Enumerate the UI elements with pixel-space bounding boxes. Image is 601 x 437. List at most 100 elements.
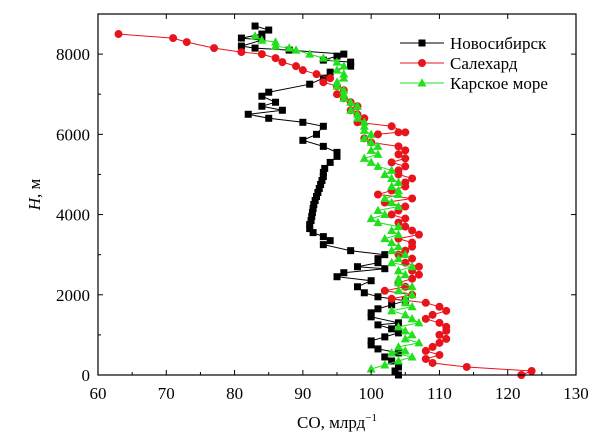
data-point [258, 92, 266, 100]
data-point [387, 237, 397, 247]
x-tick-label: 90 [294, 384, 311, 403]
data-point [367, 313, 375, 321]
data-point [299, 118, 307, 126]
data-point [367, 309, 375, 317]
data-point [407, 314, 417, 323]
data-point [326, 158, 334, 166]
data-point [317, 180, 325, 188]
data-point [319, 74, 327, 82]
data-point [387, 197, 397, 207]
data-point [421, 298, 430, 307]
x-tick-label: 130 [563, 384, 589, 403]
y-tick-label: 4000 [56, 206, 90, 225]
data-point [387, 348, 397, 357]
data-point [408, 174, 417, 183]
data-point [380, 169, 390, 178]
data-point [310, 201, 318, 209]
data-point [388, 357, 396, 365]
data-point [326, 74, 335, 83]
x-axis-title-main: CO, млрд [297, 413, 366, 432]
data-point [347, 62, 355, 70]
data-point [182, 38, 191, 47]
data-point [306, 221, 314, 229]
y-tick-label: 2000 [56, 286, 90, 305]
data-point [400, 293, 410, 303]
data-point [367, 337, 375, 345]
data-point [400, 269, 410, 279]
y-tick-label: 0 [82, 366, 91, 385]
data-point [421, 314, 430, 323]
data-point [435, 338, 444, 347]
data-point [250, 31, 260, 40]
data-point [414, 262, 423, 271]
data-point [381, 251, 389, 259]
data-point [114, 30, 123, 39]
data-point [393, 322, 403, 331]
data-point [527, 366, 536, 375]
data-point [393, 201, 403, 211]
x-tick-label: 60 [90, 384, 107, 403]
data-point [359, 117, 369, 126]
data-point [318, 176, 326, 184]
data-point [359, 133, 369, 142]
data-point [373, 217, 383, 227]
data-point [333, 273, 341, 281]
data-point [257, 50, 266, 59]
data-point [407, 352, 417, 361]
data-point [352, 101, 362, 110]
data-point [388, 325, 396, 333]
data-point [408, 238, 417, 247]
data-point [374, 255, 382, 263]
data-point [244, 110, 252, 118]
data-point [442, 306, 451, 315]
data-point [393, 253, 403, 263]
data-point [428, 342, 437, 351]
data-point [321, 164, 329, 172]
legend-marker [418, 39, 426, 47]
data-point [373, 130, 382, 139]
x-tick-label: 70 [158, 384, 175, 403]
data-point [333, 152, 341, 160]
data-point [393, 221, 403, 231]
data-point [414, 270, 423, 279]
data-point [407, 261, 417, 271]
x-axis-title: CO, млрд−1 [297, 412, 377, 432]
data-point [332, 65, 342, 74]
data-point [265, 114, 273, 122]
data-point [305, 49, 315, 58]
series-1 [237, 22, 409, 379]
data-point [400, 334, 410, 343]
x-tick-label: 100 [358, 384, 384, 403]
data-point [284, 43, 294, 52]
data-point [380, 209, 390, 219]
data-point [380, 193, 390, 203]
data-point [298, 66, 307, 75]
data-point [339, 61, 349, 70]
data-point [315, 184, 323, 192]
data-point [374, 305, 382, 313]
data-point [359, 153, 369, 162]
data-point [421, 354, 430, 363]
data-point [352, 109, 362, 118]
data-point [237, 48, 246, 57]
data-point [387, 173, 397, 182]
data-point [387, 306, 397, 315]
data-point [332, 77, 342, 86]
data-point [393, 177, 403, 186]
series-3 [250, 31, 424, 373]
data-point [394, 128, 403, 137]
data-point [407, 302, 417, 311]
legend-label: Новосибирск [450, 34, 547, 53]
data-point [309, 229, 317, 237]
data-point [258, 30, 266, 38]
data-point [387, 210, 396, 219]
data-point [307, 217, 315, 225]
data-point [169, 34, 178, 43]
data-point [408, 194, 417, 203]
data-point [313, 193, 321, 201]
data-point [353, 283, 361, 291]
data-point [401, 202, 410, 211]
data-point [387, 225, 397, 235]
data-point [435, 318, 444, 327]
